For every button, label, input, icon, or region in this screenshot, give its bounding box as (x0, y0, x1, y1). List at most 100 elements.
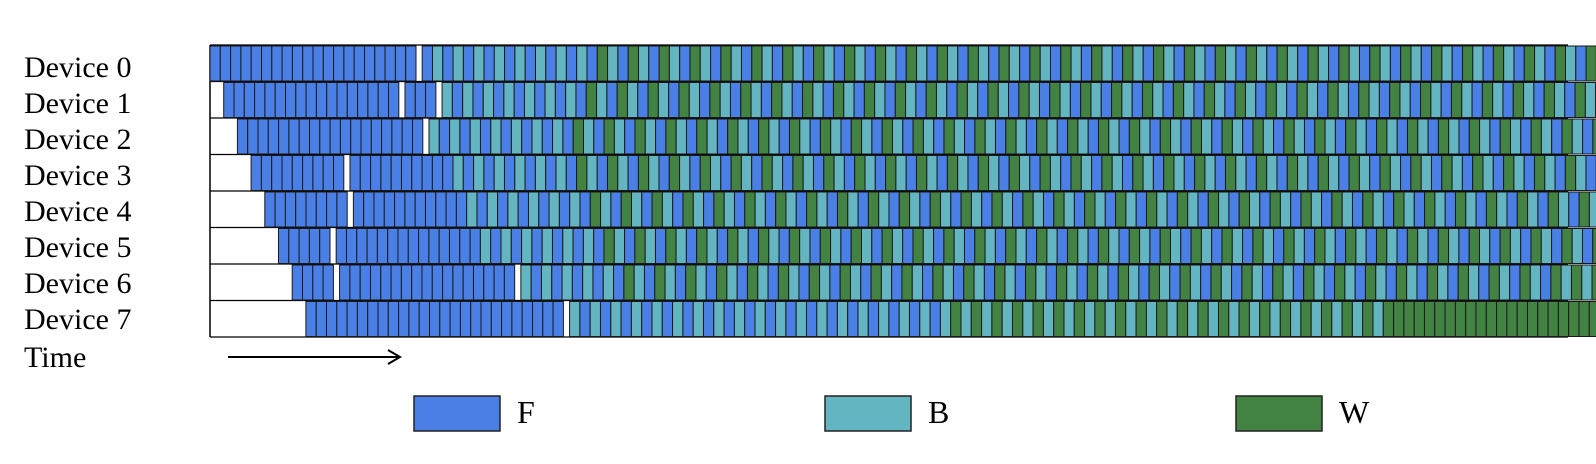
block-b (1467, 264, 1480, 301)
block-f (411, 264, 423, 301)
block-b (473, 155, 485, 191)
block-w (1400, 45, 1412, 82)
block-f (503, 155, 516, 191)
block-b (1317, 45, 1330, 82)
block-w (1358, 82, 1370, 118)
block-w (678, 82, 690, 118)
block-w (1423, 301, 1436, 337)
block-f (1409, 82, 1422, 118)
legend-swatch-b (824, 395, 912, 432)
block-w (775, 191, 787, 228)
block-w (1364, 264, 1377, 301)
block-f (298, 118, 311, 155)
block-b (833, 155, 845, 191)
block-w (654, 264, 666, 301)
block-w (1101, 155, 1113, 191)
block-b (1478, 228, 1491, 264)
block-b (1448, 118, 1460, 155)
block-f (364, 45, 376, 82)
block-f (370, 118, 383, 155)
block-b (462, 82, 474, 118)
device-row-0 (209, 45, 1596, 82)
block-f (281, 45, 293, 82)
block-b (626, 82, 639, 118)
block-f (459, 118, 471, 155)
block-w (1053, 301, 1065, 337)
block-f (472, 264, 485, 301)
block-b (1310, 301, 1322, 337)
block-f (915, 82, 927, 118)
block-f (435, 191, 447, 228)
block-f (689, 155, 701, 191)
block-b (713, 301, 725, 337)
block-f (658, 155, 670, 191)
block-b (946, 45, 959, 82)
block-b (1022, 301, 1034, 337)
block-w (1574, 82, 1586, 118)
block-f (558, 191, 571, 228)
block-f (288, 228, 300, 264)
block-f (360, 118, 372, 155)
block-b (1231, 228, 1244, 264)
block-w (689, 45, 701, 82)
block-w (1141, 82, 1154, 118)
block-f (572, 228, 584, 264)
block-b (922, 118, 935, 155)
block-w (1022, 191, 1034, 228)
block-b (466, 191, 478, 228)
block-f (864, 45, 876, 82)
block-b (709, 155, 722, 191)
block-b (1063, 301, 1075, 337)
device-label-2: Device 2 (24, 123, 131, 156)
block-b (1571, 228, 1583, 264)
block-b (768, 118, 780, 155)
block-w (1441, 155, 1453, 191)
block-f (288, 118, 300, 155)
block-f (871, 228, 883, 264)
block-b (836, 301, 849, 337)
block-f (1492, 155, 1505, 191)
block-f (767, 264, 779, 301)
block-b (1248, 191, 1261, 228)
block-w (1314, 228, 1326, 264)
block-b (1158, 264, 1171, 301)
block-w (1252, 118, 1264, 155)
block-f (418, 301, 431, 337)
block-w (881, 228, 893, 264)
block-b (1275, 82, 1288, 118)
block-w (1331, 191, 1343, 228)
block-f (462, 264, 474, 301)
block-b (891, 228, 904, 264)
block-f (1382, 191, 1395, 228)
block-b (1293, 228, 1305, 264)
block-f (1451, 45, 1463, 82)
block-b (548, 191, 560, 228)
block-f (1389, 45, 1402, 82)
block-b (1372, 301, 1384, 337)
block-b (500, 228, 512, 264)
block-b (565, 82, 577, 118)
block-f (1358, 45, 1371, 82)
block-f (1540, 264, 1552, 301)
block-f (421, 45, 433, 82)
block-f (1290, 191, 1302, 228)
block-f (404, 82, 416, 118)
block-b (1386, 228, 1398, 264)
block-f (1513, 45, 1525, 82)
block-b (586, 155, 598, 191)
block-b (503, 82, 515, 118)
block-f (483, 45, 495, 82)
block-w (1461, 45, 1474, 82)
block-f (946, 82, 958, 118)
block-b (942, 264, 954, 301)
block-f (1104, 191, 1117, 228)
block-f (490, 228, 502, 264)
block-w (881, 118, 893, 155)
block-w (1190, 228, 1202, 264)
block-f (398, 301, 410, 337)
block-f (387, 301, 400, 337)
block-f (455, 191, 468, 228)
device-label-7: Device 7 (24, 303, 131, 336)
block-b (1368, 82, 1380, 118)
block-f (1242, 228, 1254, 264)
